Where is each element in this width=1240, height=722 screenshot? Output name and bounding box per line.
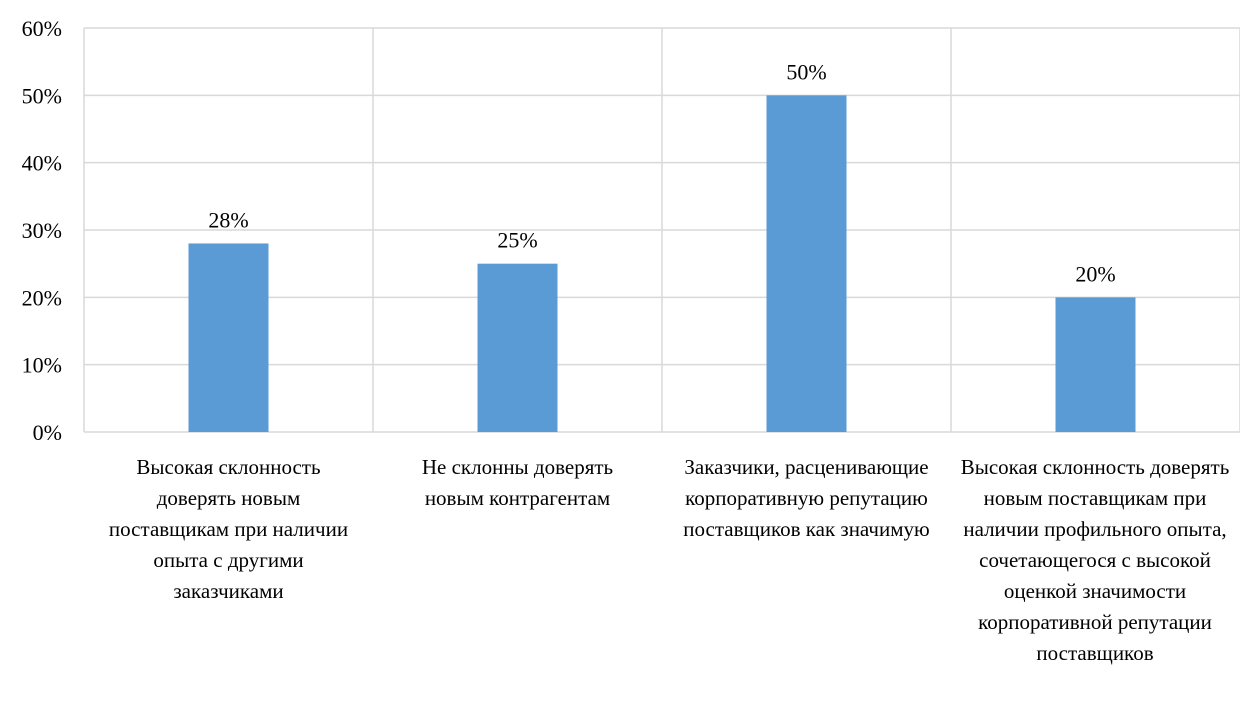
x-category-label: Высокая склонность доверять новым постав…	[108, 455, 349, 603]
data-label: 50%	[786, 59, 826, 84]
data-label: 20%	[1075, 261, 1115, 286]
bar	[1055, 297, 1136, 432]
bar	[477, 263, 558, 432]
y-tick-label: 30%	[22, 218, 62, 243]
y-tick-label: 0%	[33, 420, 62, 445]
x-category-label: Заказчики, расценивающие корпоративную р…	[683, 455, 930, 541]
data-label: 25%	[497, 228, 537, 253]
y-tick-label: 20%	[22, 285, 62, 310]
y-tick-label: 40%	[22, 151, 62, 176]
y-tick-label: 10%	[22, 353, 62, 378]
data-label: 28%	[208, 207, 248, 232]
bar	[188, 243, 269, 432]
x-category-label: Высокая склонность доверять новым постав…	[960, 455, 1230, 665]
y-tick-label: 60%	[22, 16, 62, 41]
bar	[766, 95, 847, 432]
x-category-label: Не склонны доверять новым контрагентам	[421, 455, 614, 510]
y-tick-label: 50%	[22, 83, 62, 108]
